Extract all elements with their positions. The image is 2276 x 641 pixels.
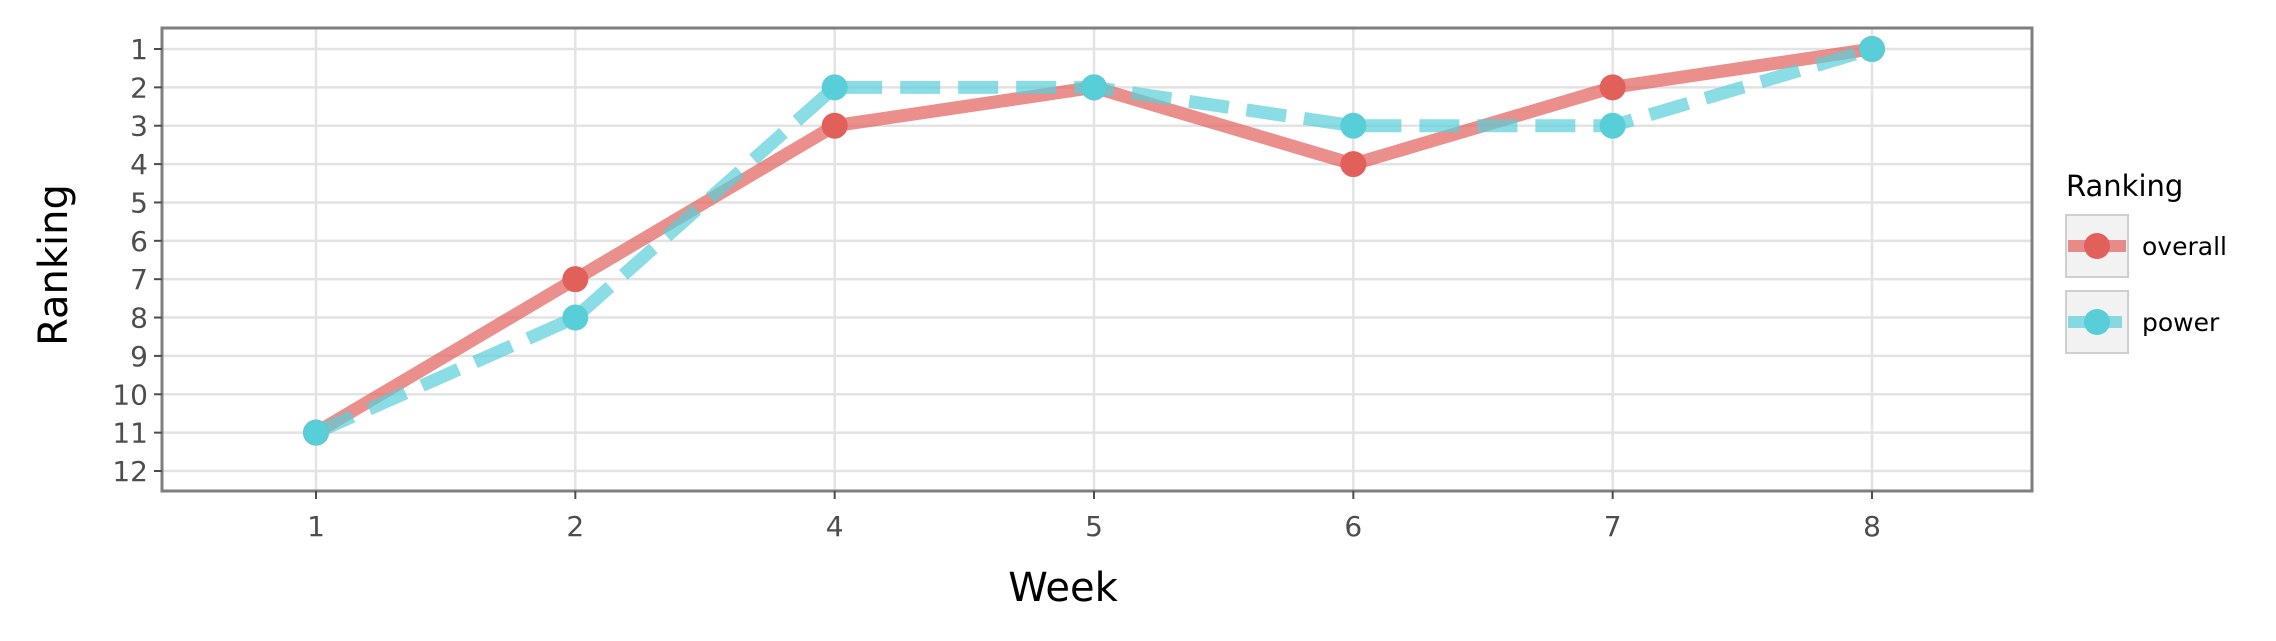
x-tick-label-1: 1 bbox=[307, 510, 325, 543]
y-tick-label-6: 6 bbox=[130, 225, 148, 258]
y-tick-label-11: 11 bbox=[112, 417, 148, 450]
y-tick-label-8: 8 bbox=[130, 302, 148, 335]
legend: Ranking overall power bbox=[2065, 169, 2227, 354]
point-power-week-8 bbox=[1859, 36, 1885, 62]
legend-key-marker-overall bbox=[2084, 233, 2110, 259]
y-tick-label-1: 1 bbox=[130, 33, 148, 66]
x-tick-label-4: 4 bbox=[826, 510, 844, 543]
y-tick-label-10: 10 bbox=[112, 378, 148, 411]
point-power-week-7 bbox=[1599, 112, 1626, 139]
x-axis-title: Week bbox=[1008, 565, 1118, 611]
y-tick-label-12: 12 bbox=[112, 455, 148, 488]
y-tick-label-7: 7 bbox=[130, 263, 148, 296]
x-tick-label-8: 8 bbox=[1863, 510, 1881, 543]
y-tick-label-3: 3 bbox=[130, 110, 148, 143]
legend-item-power: power bbox=[2065, 290, 2220, 354]
x-tick-label-5: 5 bbox=[1085, 510, 1103, 543]
series-layer bbox=[303, 36, 1885, 446]
legend-item-overall: overall bbox=[2065, 214, 2227, 278]
point-overall-week-2 bbox=[562, 266, 589, 293]
grid bbox=[162, 28, 2032, 491]
point-power-week-4 bbox=[821, 74, 848, 101]
y-tick-label-4: 4 bbox=[130, 148, 148, 181]
point-power-week-6 bbox=[1340, 112, 1367, 139]
legend-label-overall: overall bbox=[2142, 232, 2227, 261]
y-tick-label-5: 5 bbox=[130, 186, 148, 219]
point-overall-week-4 bbox=[821, 112, 848, 139]
point-power-week-2 bbox=[562, 304, 589, 331]
point-overall-week-7 bbox=[1599, 74, 1626, 101]
x-axis-ticks: 1 2 4 5 6 7 8 bbox=[307, 491, 1881, 543]
y-tick-label-2: 2 bbox=[130, 71, 148, 104]
legend-key-marker-power bbox=[2084, 309, 2110, 335]
series-points bbox=[303, 36, 1885, 446]
legend-title: Ranking bbox=[2066, 169, 2183, 203]
plot-panel-border bbox=[160, 26, 2034, 493]
point-overall-week-6 bbox=[1340, 151, 1367, 178]
y-tick-label-9: 9 bbox=[130, 340, 148, 373]
x-tick-label-6: 6 bbox=[1344, 510, 1362, 543]
y-axis-title: Ranking bbox=[31, 184, 77, 346]
x-tick-label-7: 7 bbox=[1604, 510, 1622, 543]
legend-label-power: power bbox=[2142, 308, 2220, 337]
x-tick-label-2: 2 bbox=[566, 510, 584, 543]
point-power-week-1 bbox=[303, 419, 329, 446]
point-power-week-5 bbox=[1081, 74, 1107, 101]
